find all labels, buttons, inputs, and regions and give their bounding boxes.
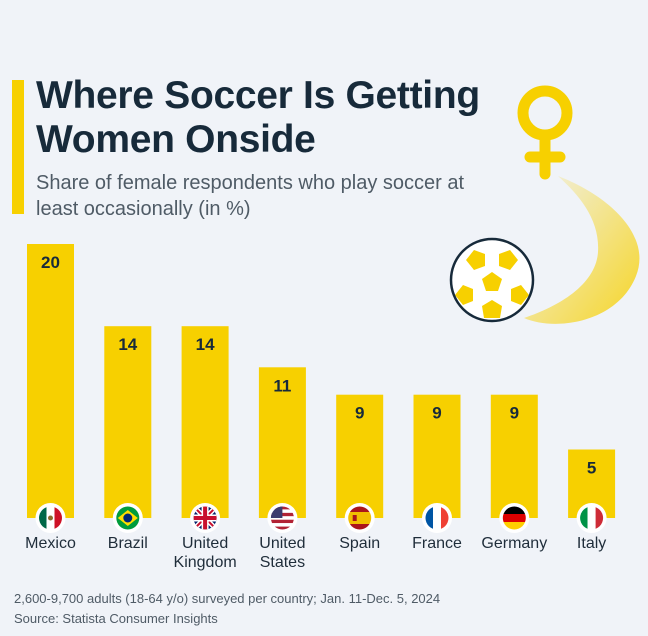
category-label: United States xyxy=(259,535,305,571)
category-label: Brazil xyxy=(108,535,148,552)
source-note: Source: Statista Consumer Insights xyxy=(14,611,218,626)
mexico-flag-icon xyxy=(35,503,66,533)
value-label: 14 xyxy=(196,335,215,354)
value-label: 9 xyxy=(432,404,441,423)
bar-france xyxy=(413,394,461,518)
chart-title: Where Soccer Is Getting Women Onside xyxy=(36,74,480,161)
category-label: Italy xyxy=(577,535,606,552)
uk-flag-icon xyxy=(190,503,221,533)
brazil-flag-icon xyxy=(112,503,143,533)
category-label: Germany xyxy=(481,535,547,552)
bar-germany xyxy=(490,394,538,518)
bar-united-kingdom xyxy=(181,326,229,518)
category-label: Mexico xyxy=(25,535,76,552)
value-label: 9 xyxy=(510,404,519,423)
italy-flag-icon xyxy=(576,503,607,533)
chart-subtitle: Share of female respondents who play soc… xyxy=(36,172,465,220)
soccer-ball-icon xyxy=(449,237,535,323)
bar-brazil xyxy=(104,326,152,518)
france-flag-icon xyxy=(422,503,452,533)
value-label: 5 xyxy=(587,459,596,478)
female-symbol-icon xyxy=(517,85,573,180)
survey-note: 2,600-9,700 adults (18-64 y/o) surveyed … xyxy=(14,591,441,606)
bar-united-states xyxy=(258,367,306,518)
value-label: 20 xyxy=(41,253,60,272)
category-label: France xyxy=(412,535,462,552)
title-accent-bar xyxy=(12,80,24,214)
bar-mexico xyxy=(27,244,74,518)
bar-spain xyxy=(336,394,384,518)
ball-trail xyxy=(524,176,640,324)
category-label: Spain xyxy=(339,535,380,552)
value-label: 9 xyxy=(355,404,364,423)
value-label: 14 xyxy=(118,335,137,354)
footnote: 2,600-9,700 adults (18-64 y/o) surveyed … xyxy=(14,589,440,629)
spain-flag-icon xyxy=(344,503,375,533)
value-label: 11 xyxy=(273,376,291,395)
germany-flag-icon xyxy=(499,503,530,533)
us-flag-icon xyxy=(267,503,298,533)
category-label: United Kingdom xyxy=(174,535,237,571)
